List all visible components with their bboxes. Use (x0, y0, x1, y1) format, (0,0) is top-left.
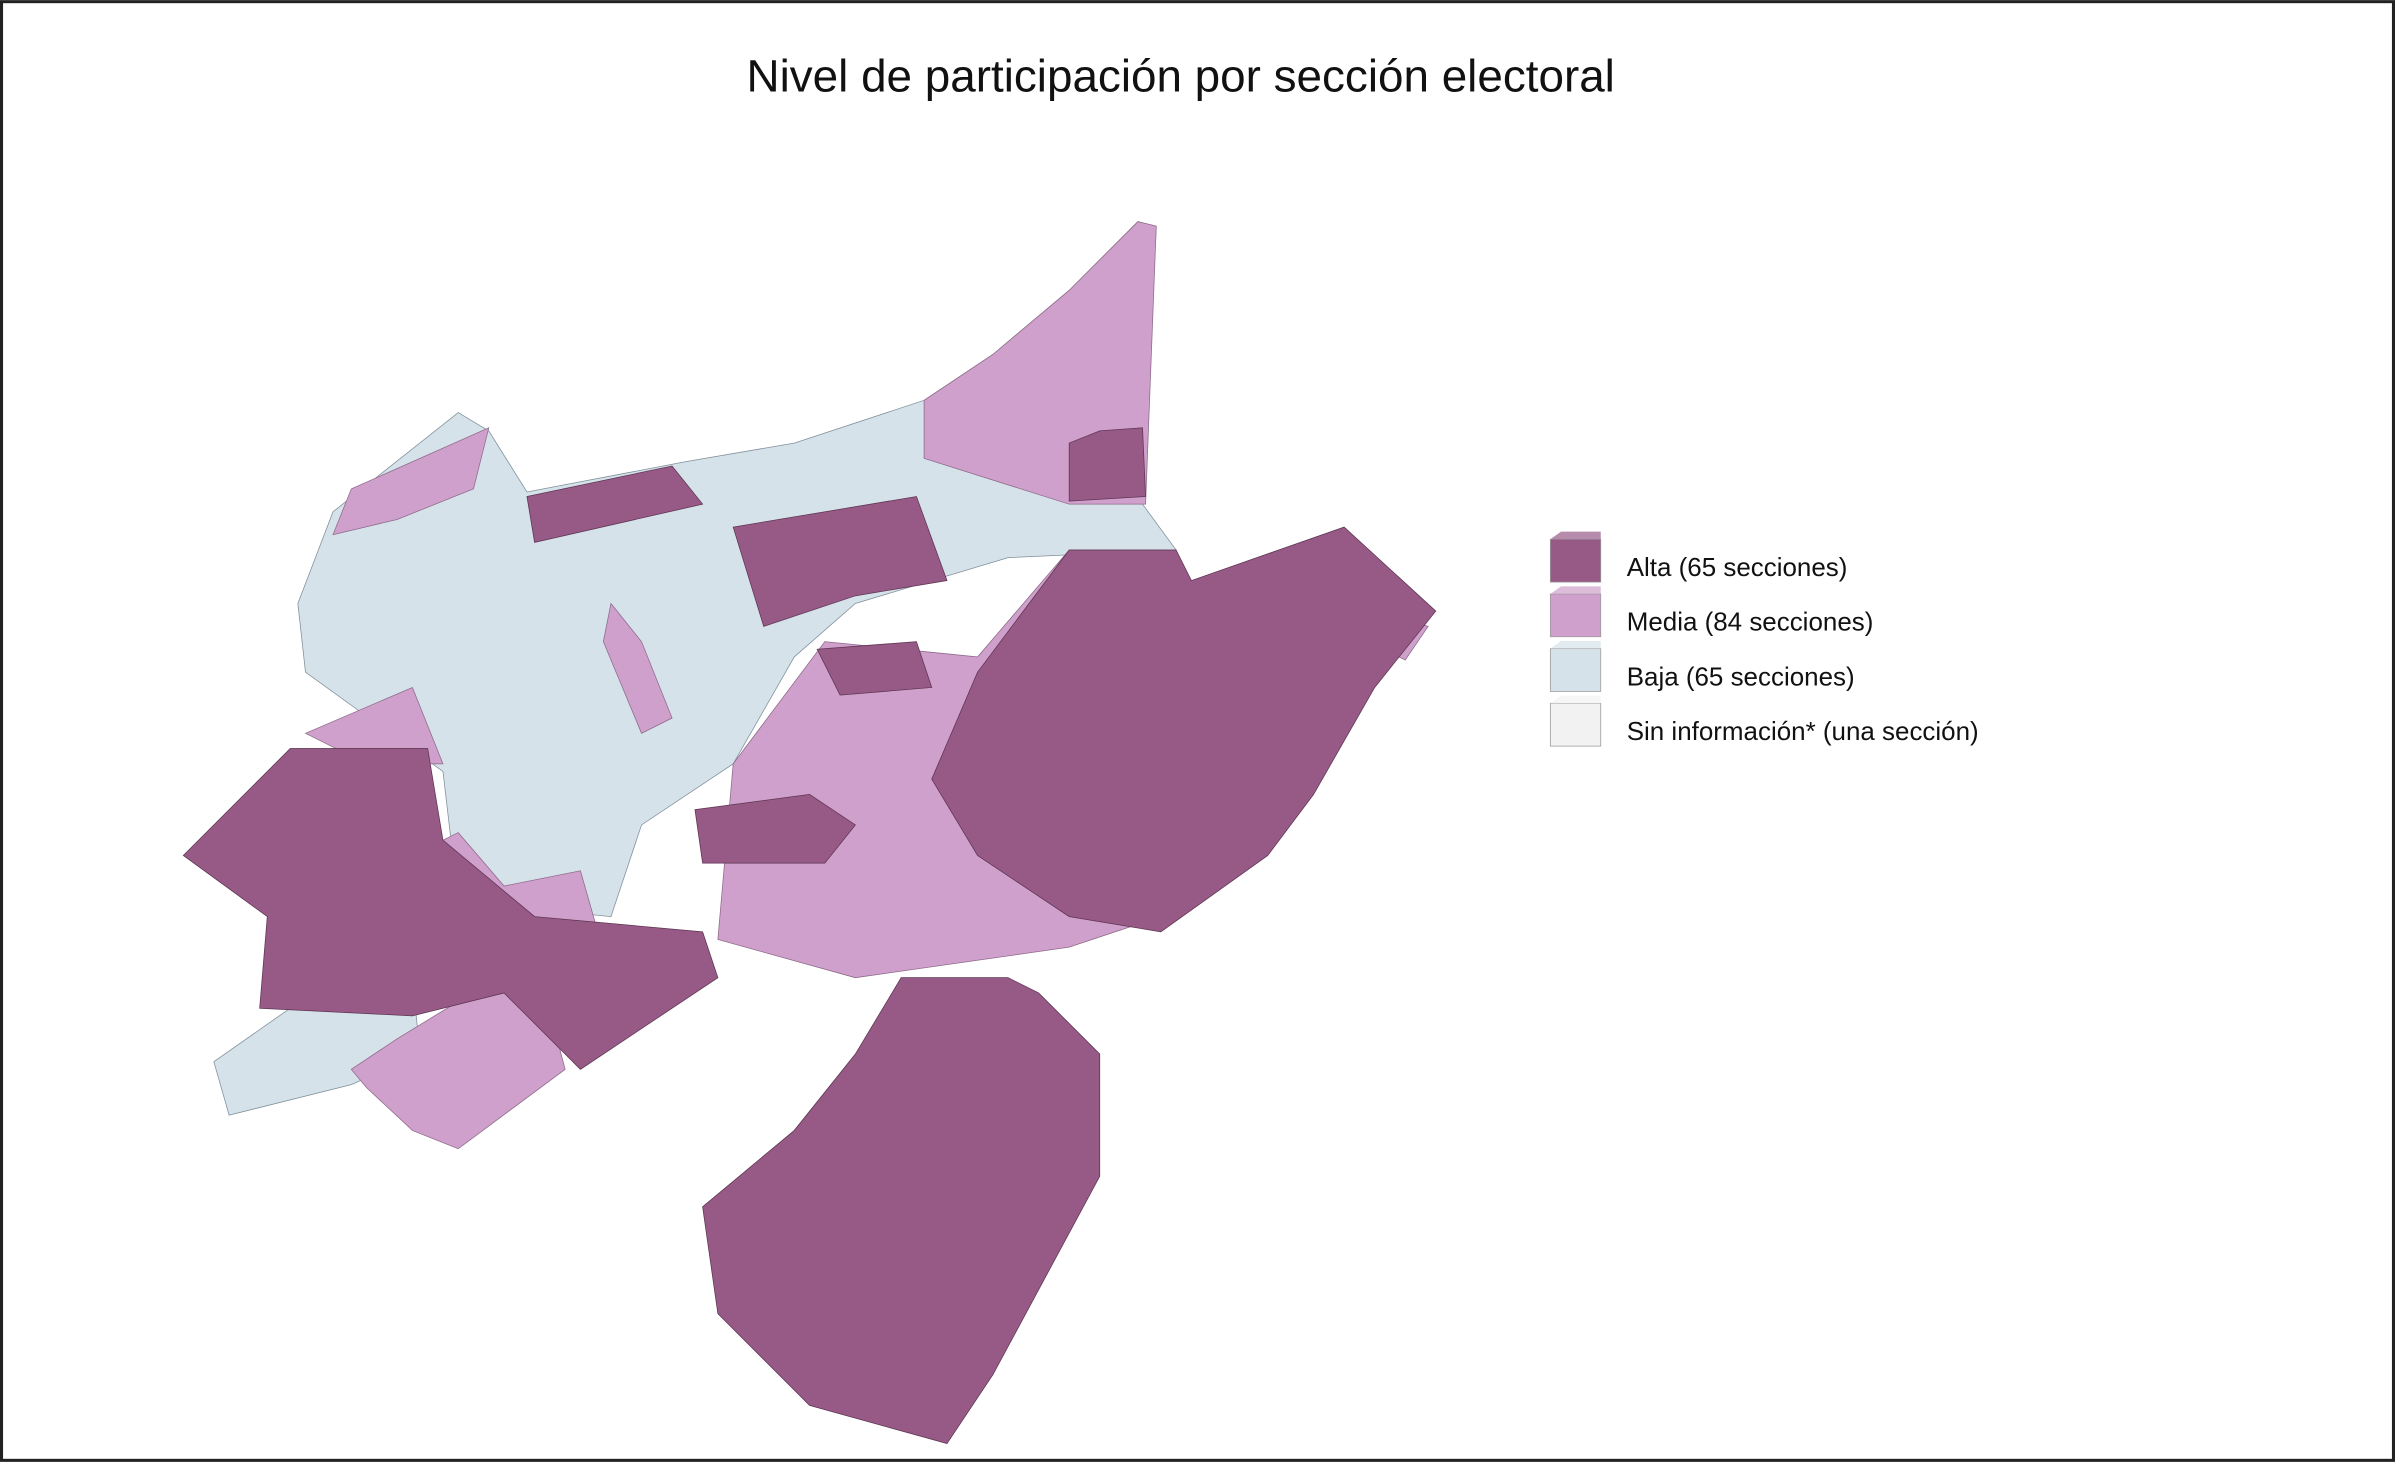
region-alta (931, 526, 1437, 933)
region-alta (526, 465, 704, 543)
legend-swatch (1549, 648, 1602, 692)
legend-swatch (1549, 538, 1602, 583)
legend-swatch-shade (1550, 531, 1601, 540)
legend-label: Alta (65 secciones) (1627, 552, 1848, 582)
region-media (332, 427, 490, 536)
legend-swatch-shade (1550, 586, 1601, 594)
legend-label: Baja (65 secciones) (1627, 661, 1855, 691)
region-alta (732, 496, 948, 627)
legend-swatch (1549, 593, 1602, 638)
region-media (350, 954, 566, 1150)
region-alta (702, 977, 1101, 1444)
legend-swatch-shade (1550, 695, 1601, 704)
region-alta (816, 641, 933, 696)
region-media (602, 602, 673, 734)
map (182, 221, 1437, 1444)
map-title: Nivel de participación por sección elect… (747, 51, 1615, 102)
region-alta (1068, 427, 1146, 502)
legend-label: Media (84 secciones) (1627, 607, 1874, 637)
legend-swatch-shade (1550, 641, 1601, 649)
legend: Alta (65 secciones) Media (84 secciones) B… (1549, 531, 1979, 747)
region-alta (182, 748, 719, 1070)
legend-label: Sin información* (una sección) (1627, 716, 1979, 746)
region-alta (694, 793, 856, 864)
legend-swatch (1549, 702, 1602, 747)
